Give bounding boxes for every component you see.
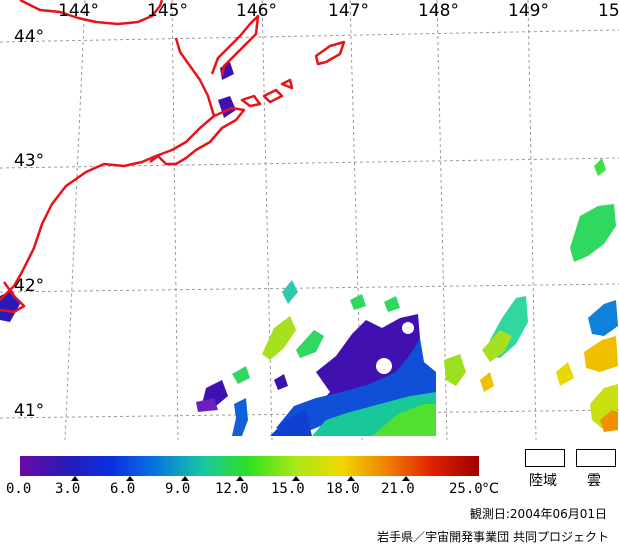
- land-key-label: 陸域: [529, 473, 557, 489]
- coastline-segment-5: [280, 78, 294, 90]
- sst-patch-14: [588, 300, 618, 336]
- sst-patch-10: [444, 354, 466, 386]
- meridian-line-2: [261, 0, 273, 440]
- sst-patch-8: [262, 316, 296, 360]
- coastline: [0, 0, 346, 314]
- coastline-segment-6: [314, 40, 346, 66]
- longitude-label-0: 144°: [58, 1, 99, 21]
- scale-tick-mark-5: [292, 476, 300, 481]
- longitude-label-2: 146°: [236, 1, 277, 21]
- scale-tick-mark-7: [402, 476, 410, 481]
- longitude-label-3: 147°: [328, 1, 369, 21]
- sst-patch-9: [296, 330, 324, 358]
- coastline-segment-1: [174, 37, 216, 117]
- longitude-label-5: 149°: [508, 1, 549, 21]
- observation-date: 観測日:2004年06月01日: [469, 507, 607, 521]
- temperature-unit: °C: [482, 481, 499, 497]
- parallel-line-2: [0, 283, 619, 293]
- sst-patch-15: [584, 336, 618, 372]
- latitude-label-1: 43°: [14, 151, 45, 171]
- sea-surface-temperature-patches: [0, 62, 618, 436]
- longitude-label-4: 148°: [418, 1, 459, 21]
- sst-patch-20: [282, 280, 298, 304]
- coastline-segment-2: [210, 14, 260, 77]
- scale-tick-mark-1: [71, 476, 79, 481]
- parallel-line-3: [0, 409, 619, 419]
- coastline-segment-3: [240, 94, 262, 108]
- scale-tick-label-5: 15.0: [271, 481, 305, 497]
- sst-patch-26: [384, 296, 400, 312]
- scale-tick-mark-3: [181, 476, 189, 481]
- parallel-line-0: [0, 29, 619, 43]
- cloud-hole-0: [376, 358, 392, 374]
- sst-patch-7: [232, 398, 248, 436]
- coastline-segment-7: [19, 0, 164, 26]
- sst-patch-27: [274, 374, 288, 390]
- scale-tick-label-6: 18.0: [326, 481, 360, 497]
- scale-tick-mark-2: [126, 476, 134, 481]
- latitude-label-2: 42°: [14, 276, 45, 296]
- meridian-line-0: [64, 0, 86, 440]
- sst-patch-25: [350, 294, 366, 310]
- sst-patch-4: [270, 410, 312, 436]
- scale-tick-label-1: 3.0: [55, 481, 81, 497]
- scale-tick-label-0: 0.0: [6, 481, 32, 497]
- latitude-label-3: 41°: [14, 401, 45, 421]
- cloud-key-label: 雲: [587, 473, 601, 489]
- meridian-line-5: [527, 0, 537, 440]
- cloud-key-swatch: [576, 449, 616, 467]
- coastline-segment-4: [262, 88, 284, 104]
- latitude-label-0: 44°: [14, 27, 45, 47]
- credit-text: 岩手県／宇宙開発事業団 共同プロジェクト: [377, 530, 609, 544]
- scale-tick-label-8: 25.0: [449, 481, 483, 497]
- parallel-line-1: [0, 157, 619, 169]
- land-key-swatch: [525, 449, 565, 467]
- scale-tick-label-3: 9.0: [165, 481, 191, 497]
- temperature-color-scale: [20, 456, 479, 476]
- cloud-hole-1: [402, 322, 414, 334]
- sst-patch-28: [480, 372, 494, 392]
- scale-tick-label-7: 21.0: [381, 481, 415, 497]
- longitude-label-1: 145°: [147, 1, 188, 21]
- graticule: [0, 0, 619, 440]
- longitude-label-6: 15: [598, 1, 619, 21]
- sst-patch-1: [276, 338, 436, 434]
- sst-patch-0: [312, 314, 420, 416]
- sst-patch-13: [570, 204, 616, 262]
- meridian-line-1: [171, 0, 179, 440]
- sst-patch-21: [232, 366, 250, 384]
- scale-tick-label-4: 12.0: [215, 481, 249, 497]
- sst-patch-18: [556, 362, 574, 386]
- sst-patch-12: [482, 330, 512, 362]
- coastline-segment-0: [0, 106, 246, 301]
- sst-patch-6: [196, 398, 218, 412]
- scale-tick-label-2: 6.0: [110, 481, 136, 497]
- sst-patch-3: [372, 404, 436, 436]
- scale-tick-mark-6: [347, 476, 355, 481]
- sst-patch-19: [594, 158, 606, 176]
- sst-patch-17: [600, 410, 618, 432]
- scale-tick-mark-4: [236, 476, 244, 481]
- sst-map: [0, 0, 619, 440]
- coastline-segment-8: [0, 281, 26, 314]
- cloud-hole-2: [376, 316, 384, 324]
